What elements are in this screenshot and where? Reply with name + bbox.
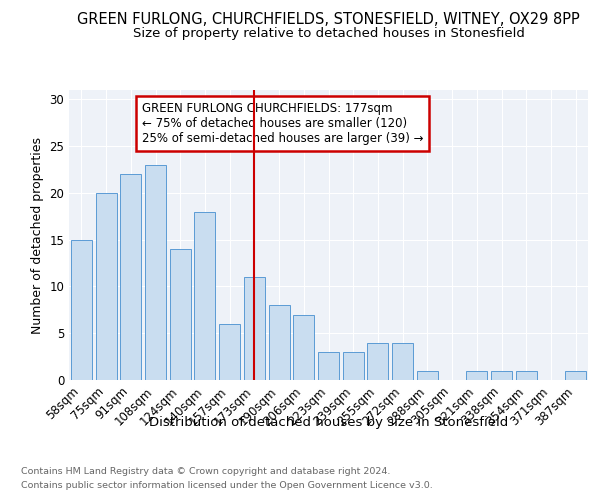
Text: Distribution of detached houses by size in Stonesfield: Distribution of detached houses by size … <box>149 416 508 429</box>
Bar <box>367 342 388 380</box>
Bar <box>516 370 537 380</box>
Bar <box>71 240 92 380</box>
Bar <box>318 352 339 380</box>
Bar <box>120 174 141 380</box>
Bar <box>194 212 215 380</box>
Bar <box>417 370 438 380</box>
Y-axis label: Number of detached properties: Number of detached properties <box>31 136 44 334</box>
Bar <box>145 165 166 380</box>
Text: Size of property relative to detached houses in Stonesfield: Size of property relative to detached ho… <box>133 28 525 40</box>
Bar <box>491 370 512 380</box>
Text: Contains HM Land Registry data © Crown copyright and database right 2024.: Contains HM Land Registry data © Crown c… <box>21 466 391 475</box>
Bar <box>219 324 240 380</box>
Bar <box>565 370 586 380</box>
Bar <box>343 352 364 380</box>
Bar <box>466 370 487 380</box>
Bar <box>95 193 116 380</box>
Bar <box>392 342 413 380</box>
Text: Contains public sector information licensed under the Open Government Licence v3: Contains public sector information licen… <box>21 480 433 490</box>
Bar <box>244 277 265 380</box>
Bar <box>269 305 290 380</box>
Bar <box>293 314 314 380</box>
Bar <box>170 249 191 380</box>
Text: GREEN FURLONG CHURCHFIELDS: 177sqm
← 75% of detached houses are smaller (120)
25: GREEN FURLONG CHURCHFIELDS: 177sqm ← 75%… <box>142 102 423 144</box>
Text: GREEN FURLONG, CHURCHFIELDS, STONESFIELD, WITNEY, OX29 8PP: GREEN FURLONG, CHURCHFIELDS, STONESFIELD… <box>77 12 580 28</box>
